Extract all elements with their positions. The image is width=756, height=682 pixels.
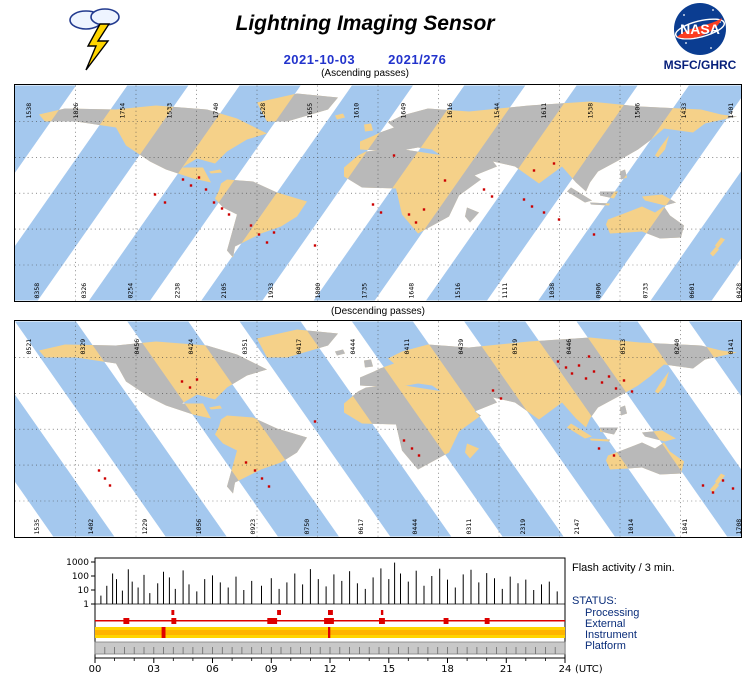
- svg-text:0733: 0733: [641, 283, 649, 299]
- storm-cloud-lightning-icon: [69, 8, 120, 71]
- svg-text:24: 24: [559, 664, 572, 675]
- svg-text:0446: 0446: [565, 339, 573, 355]
- svg-text:1000: 1000: [66, 558, 89, 568]
- svg-text:1538: 1538: [587, 103, 595, 119]
- svg-text:0601: 0601: [688, 283, 696, 299]
- orbit-ellipse: [674, 18, 726, 40]
- svg-text:1535: 1535: [33, 519, 41, 535]
- svg-text:1014: 1014: [627, 519, 635, 535]
- svg-text:2319: 2319: [519, 519, 527, 535]
- svg-text:15: 15: [382, 664, 395, 675]
- svg-text:1800: 1800: [314, 283, 322, 299]
- svg-text:0444: 0444: [411, 519, 419, 535]
- lightning-bolt-icon: [85, 23, 111, 71]
- svg-text:0254: 0254: [127, 283, 135, 299]
- svg-text:1433: 1433: [680, 103, 688, 119]
- status-title: STATUS:: [572, 595, 617, 607]
- page-title: Lightning Imaging Sensor: [235, 12, 495, 35]
- msfc-ghrc-label: MSFC/GHRC: [663, 58, 737, 72]
- svg-text:0424: 0424: [187, 339, 195, 355]
- svg-text:0617: 0617: [357, 519, 365, 535]
- svg-text:0351: 0351: [241, 339, 249, 355]
- svg-text:10: 10: [78, 586, 90, 596]
- svg-text:1402: 1402: [87, 519, 95, 535]
- svg-text:0428: 0428: [735, 283, 742, 299]
- svg-text:0311: 0311: [465, 519, 473, 535]
- svg-text:1111: 1111: [501, 283, 509, 299]
- svg-text:09: 09: [265, 664, 278, 675]
- svg-text:1533: 1533: [165, 103, 173, 119]
- svg-text:1933: 1933: [267, 283, 275, 299]
- svg-text:0329: 0329: [79, 339, 87, 355]
- svg-text:2238: 2238: [173, 283, 181, 299]
- svg-text:1516: 1516: [454, 283, 462, 299]
- svg-text:1056: 1056: [195, 519, 203, 535]
- status-label-processing: Processing: [585, 607, 640, 619]
- svg-text:1506: 1506: [633, 103, 641, 119]
- svg-text:0906: 0906: [595, 283, 603, 299]
- svg-text:1038: 1038: [548, 283, 556, 299]
- svg-text:1826: 1826: [72, 103, 80, 119]
- svg-text:03: 03: [147, 664, 160, 675]
- status-label-external: External: [585, 618, 626, 630]
- descending-passes-map: 0521 0329 0456 0424 0351 0417 0444 0411 0439 0519…: [14, 320, 742, 538]
- svg-text:1616: 1616: [446, 103, 454, 119]
- date-line: 2021-10-03 2021/276: [150, 49, 580, 68]
- svg-text:2147: 2147: [573, 519, 581, 535]
- svg-text:1528: 1528: [259, 103, 267, 119]
- nasa-wordmark: NASA: [680, 21, 720, 37]
- svg-text:06: 06: [206, 664, 219, 675]
- svg-text:00: 00: [89, 664, 102, 675]
- svg-text:0519: 0519: [511, 339, 519, 355]
- descending-caption: (Descending passes): [331, 306, 425, 317]
- svg-text:(UTC): (UTC): [575, 664, 603, 675]
- svg-text:1610: 1610: [353, 103, 361, 119]
- svg-text:1544: 1544: [493, 103, 501, 119]
- svg-text:1538: 1538: [25, 103, 33, 119]
- svg-text:1841: 1841: [681, 519, 689, 535]
- red-swoosh: [677, 18, 722, 39]
- svg-text:0521: 0521: [25, 339, 33, 355]
- ascending-caption: (Ascending passes): [321, 68, 409, 79]
- svg-text:1229: 1229: [141, 519, 149, 535]
- svg-text:0513: 0513: [619, 339, 627, 355]
- svg-text:0326: 0326: [80, 283, 88, 299]
- svg-text:1648: 1648: [407, 283, 415, 299]
- date-iso: 2021-10-03: [283, 52, 356, 67]
- svg-text:21: 21: [500, 664, 513, 675]
- svg-text:0141: 0141: [727, 339, 735, 355]
- svg-text:1: 1: [83, 600, 89, 610]
- nasa-logo: NASA: [674, 3, 726, 55]
- ascending-passes-map: 1538 1826 1754 1533 1740 1528 1655 1610 1649 1616…: [14, 84, 742, 302]
- status-label-instrument: Instrument: [585, 629, 637, 641]
- svg-text:1735: 1735: [361, 283, 369, 299]
- svg-text:0444: 0444: [349, 339, 357, 355]
- svg-text:1649: 1649: [399, 103, 407, 119]
- svg-text:1611: 1611: [540, 103, 548, 119]
- svg-text:0923: 0923: [249, 519, 257, 535]
- svg-text:1401: 1401: [727, 103, 735, 119]
- svg-text:0358: 0358: [33, 283, 41, 299]
- date-day-of-year: 2021/276: [388, 52, 447, 67]
- svg-text:0456: 0456: [133, 339, 141, 355]
- svg-text:0417: 0417: [295, 339, 303, 355]
- svg-text:12: 12: [324, 664, 337, 675]
- flash-activity-label: Flash activity / 3 min.: [572, 562, 675, 574]
- svg-text:0411: 0411: [403, 339, 411, 355]
- svg-text:1754: 1754: [119, 103, 127, 119]
- svg-text:1708: 1708: [735, 519, 742, 535]
- svg-text:0240: 0240: [673, 339, 681, 355]
- svg-text:1740: 1740: [212, 103, 220, 119]
- svg-text:2105: 2105: [220, 283, 228, 299]
- svg-text:1655: 1655: [306, 103, 314, 119]
- svg-text:0750: 0750: [303, 519, 311, 535]
- status-label-platform: Platform: [585, 640, 626, 652]
- svg-text:100: 100: [72, 572, 89, 582]
- svg-text:18: 18: [441, 664, 454, 675]
- svg-text:0439: 0439: [457, 339, 465, 355]
